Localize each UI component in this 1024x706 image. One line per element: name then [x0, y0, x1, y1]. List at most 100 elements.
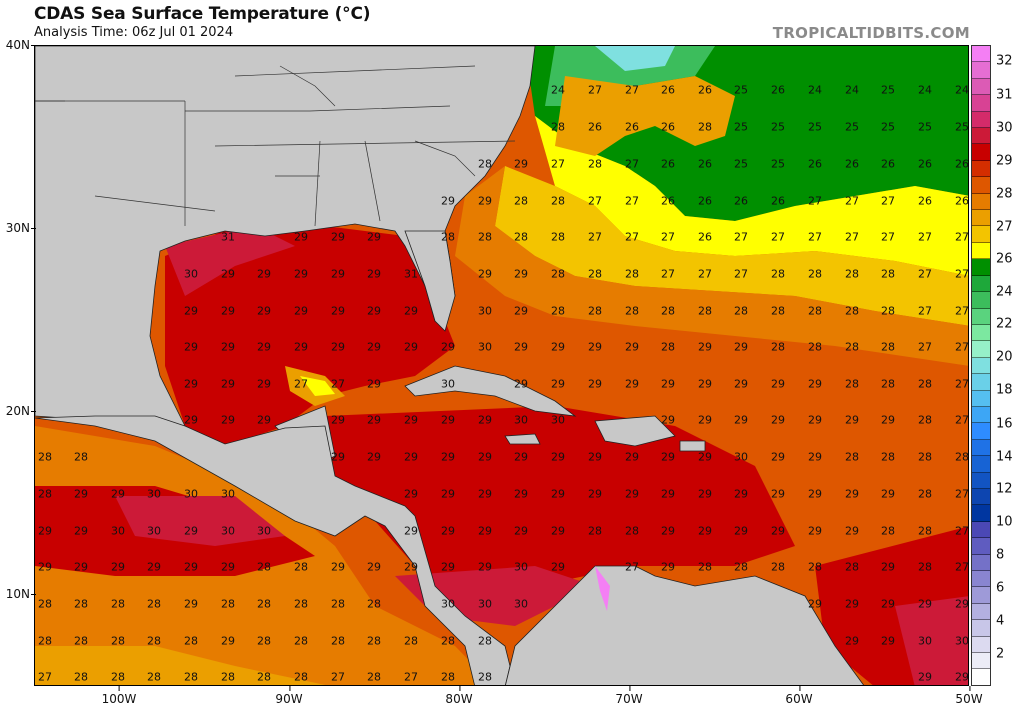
sst-value-label: 28 — [294, 670, 308, 684]
sst-value-label: 26 — [918, 157, 932, 171]
sst-value-label: 29 — [955, 670, 969, 684]
colorbar-tick-label: 20 — [996, 349, 1013, 365]
sst-value-label: 30 — [514, 597, 528, 611]
sst-value-label: 28 — [771, 267, 785, 281]
sst-value-label: 28 — [74, 634, 88, 648]
sst-value-label: 28 — [74, 597, 88, 611]
sst-value-label: 28 — [294, 597, 308, 611]
sst-value-label: 27 — [625, 560, 639, 574]
sst-value-label: 27 — [625, 83, 639, 97]
sst-value-label: 28 — [845, 560, 859, 574]
sst-value-label: 27 — [955, 560, 969, 574]
sst-value-label: 28 — [808, 304, 822, 318]
sst-value-label: 27 — [625, 230, 639, 244]
sst-value-label: 28 — [257, 670, 271, 684]
sst-value-label: 29 — [588, 340, 602, 354]
sst-value-label: 28 — [147, 634, 161, 648]
sst-value-label: 27 — [588, 83, 602, 97]
sst-value-label: 29 — [441, 524, 455, 538]
sst-value-label: 29 — [74, 524, 88, 538]
colorbar-swatch — [972, 160, 990, 178]
sst-value-label: 28 — [331, 634, 345, 648]
sst-value-label: 28 — [514, 230, 528, 244]
sst-value-label: 25 — [734, 157, 748, 171]
sst-value-label: 29 — [331, 560, 345, 574]
sst-value-label: 25 — [881, 120, 895, 134]
sst-value-label: 25 — [771, 157, 785, 171]
sst-value-label: 29 — [74, 487, 88, 501]
sst-value-label: 27 — [551, 157, 565, 171]
sst-value-label: 29 — [111, 487, 125, 501]
sst-value-label: 31 — [404, 267, 418, 281]
sst-value-label: 28 — [38, 450, 52, 464]
sst-value-label: 29 — [771, 487, 785, 501]
colorbar-swatch — [972, 259, 990, 276]
sst-value-label: 27 — [955, 230, 969, 244]
sst-value-label: 26 — [734, 194, 748, 208]
sst-map[interactable]: 24 27 27 26 26 25 26 24 24 25 24 24 28 26 26 26 28 25 25 25… — [34, 45, 969, 686]
sst-value-label: 28 — [38, 634, 52, 648]
sst-value-label: 27 — [845, 230, 859, 244]
sst-value-label: 29 — [478, 524, 492, 538]
sst-value-label: 29 — [881, 597, 895, 611]
colorbar-tick-label: 28 — [996, 186, 1013, 202]
sst-field — [35, 46, 968, 685]
sst-value-label: 26 — [588, 120, 602, 134]
sst-value-label: 29 — [808, 524, 822, 538]
sst-value-label: 27 — [294, 377, 308, 391]
sst-value-label: 29 — [367, 304, 381, 318]
colorbar-swatch — [972, 308, 990, 325]
colorbar-tick-label: 10 — [996, 514, 1013, 530]
lat-tick-label: 10N — [0, 587, 36, 601]
brand-watermark: TROPICALTIDBITS.COM — [772, 24, 970, 42]
sst-value-label: 28 — [625, 524, 639, 538]
sst-value-label: 27 — [661, 267, 675, 281]
sst-value-label: 26 — [698, 83, 712, 97]
sst-value-label: 29 — [257, 340, 271, 354]
sst-value-label: 28 — [441, 634, 455, 648]
sst-value-label: 29 — [698, 377, 712, 391]
sst-value-label: 29 — [698, 340, 712, 354]
colorbar-swatch — [972, 620, 990, 637]
sst-value-label: 28 — [771, 560, 785, 574]
sst-value-label: 25 — [808, 120, 822, 134]
sst-value-label: 28 — [74, 670, 88, 684]
sst-value-label: 26 — [661, 194, 675, 208]
sst-value-label: 27 — [918, 340, 932, 354]
sst-value-label: 29 — [808, 487, 822, 501]
sst-value-label: 28 — [918, 560, 932, 574]
sst-value-label: 29 — [845, 597, 859, 611]
sst-value-label: 27 — [955, 377, 969, 391]
sst-value-label: 27 — [955, 304, 969, 318]
sst-value-label: 27 — [918, 230, 932, 244]
sst-value-label: 29 — [661, 413, 675, 427]
lon-tick-label: 90W — [275, 686, 303, 706]
sst-value-label: 26 — [661, 120, 675, 134]
sst-value-label: 25 — [955, 120, 969, 134]
colorbar-tick-label: 18 — [996, 382, 1013, 398]
sst-value-label: 28 — [441, 230, 455, 244]
sst-value-label: 28 — [955, 450, 969, 464]
colorbar-swatch — [972, 488, 990, 506]
sst-value-label: 29 — [698, 487, 712, 501]
colorbar-swatch — [972, 95, 990, 112]
colorbar-swatch — [972, 111, 990, 129]
sst-value-label: 29 — [661, 487, 675, 501]
colorbar-tick-label: 12 — [996, 481, 1013, 497]
sst-value-label: 30 — [221, 524, 235, 538]
sst-value-label: 26 — [955, 194, 969, 208]
sst-value-label: 29 — [294, 304, 308, 318]
sst-value-label: 29 — [514, 267, 528, 281]
sst-value-label: 28 — [478, 670, 492, 684]
sst-value-label: 28 — [551, 304, 565, 318]
sst-value-label: 28 — [661, 340, 675, 354]
sst-value-label: 29 — [184, 524, 198, 538]
sst-value-label: 29 — [734, 524, 748, 538]
sst-value-label: 28 — [808, 560, 822, 574]
sst-value-label: 29 — [881, 487, 895, 501]
colorbar-swatch — [972, 144, 990, 161]
sst-value-label: 28 — [588, 267, 602, 281]
sst-value-label: 29 — [514, 487, 528, 501]
colorbar-tick-label: 4 — [996, 613, 1005, 629]
colorbar-swatch — [972, 423, 990, 440]
